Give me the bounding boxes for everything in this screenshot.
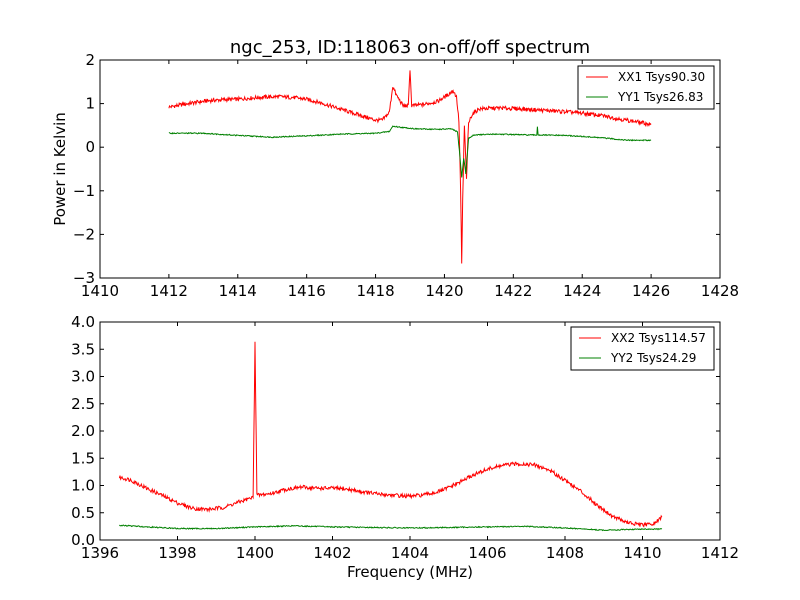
x-tick-label: 1406 [468, 544, 506, 562]
y-tick-label: 0 [85, 138, 95, 156]
legend-label: XX1 Tsys90.30 [618, 70, 705, 84]
y-tick-label: 2.0 [71, 422, 95, 440]
x-tick-label: 1416 [288, 282, 326, 300]
y-tick-label: 1.0 [71, 477, 95, 495]
x-tick-label: 1400 [236, 544, 274, 562]
upper-spectrum-panel: 1410 1412 1414 1416 1418 1420 1422 1424 1426 1428… [73, 51, 739, 300]
x-tick-label: 1410 [623, 544, 661, 562]
y-tick-label: 3.5 [71, 340, 95, 358]
x-tick-label: 1408 [546, 544, 584, 562]
axes-frame [99, 59, 721, 279]
legend-label: XX2 Tsys114.57 [611, 331, 706, 345]
series-line-xx [168, 70, 652, 264]
x-tick-label: 1418 [356, 282, 394, 300]
y-tick-label: 2 [85, 51, 95, 69]
x-tick-label: 1410 [81, 282, 119, 300]
x-tick-label: 1424 [563, 282, 601, 300]
x-tick-label: 1402 [313, 544, 351, 562]
y-tick-label: −2 [73, 225, 95, 243]
legend-label: YY1 Tsys26.83 [617, 90, 703, 104]
x-tick-label: 1414 [219, 282, 257, 300]
x-axis-label: Frequency (MHz) [347, 563, 473, 581]
series-line-xx [118, 341, 663, 528]
legend-label: YY2 Tsys24.29 [610, 351, 696, 365]
x-tick-label: 1398 [158, 544, 196, 562]
y-tick-label: 4.0 [71, 313, 95, 331]
y-axis-label: Power in Kelvin [51, 112, 69, 226]
legend: XX2 Tsys114.57 YY2 Tsys24.29 [570, 326, 715, 371]
y-tick-label: −1 [73, 182, 95, 200]
y-tick-label: 0.5 [71, 504, 95, 522]
x-tick-label: 1420 [425, 282, 463, 300]
series-line-yy [168, 125, 652, 178]
legend: XX1 Tsys90.30 YY1 Tsys26.83 [577, 65, 715, 110]
series-line-yy [119, 524, 663, 532]
legend-box [570, 326, 715, 371]
x-tick-label: 1412 [150, 282, 188, 300]
x-tick-label: 1426 [632, 282, 670, 300]
legend-box [577, 65, 715, 110]
x-tick-label: 1396 [81, 544, 119, 562]
figure-title: ngc_253, ID:118063 on-off/off spectrum [230, 37, 590, 58]
y-tick-label: 3.0 [71, 368, 95, 386]
x-tick-label: 1422 [494, 282, 532, 300]
y-tick-label: 1 [85, 95, 95, 113]
lower-spectrum-panel: 1396 1398 1400 1402 1404 1406 1408 1410 1412 0.0 0… [71, 313, 739, 562]
x-tick-label: 1412 [701, 544, 739, 562]
x-tick-label: 1428 [701, 282, 739, 300]
y-tick-label: 0.0 [71, 531, 95, 549]
axes-frame [99, 321, 721, 541]
y-tick-label: 2.5 [71, 395, 95, 413]
y-tick-label: 1.5 [71, 449, 95, 467]
y-tick-label: −3 [73, 269, 95, 287]
x-tick-label: 1404 [391, 544, 429, 562]
